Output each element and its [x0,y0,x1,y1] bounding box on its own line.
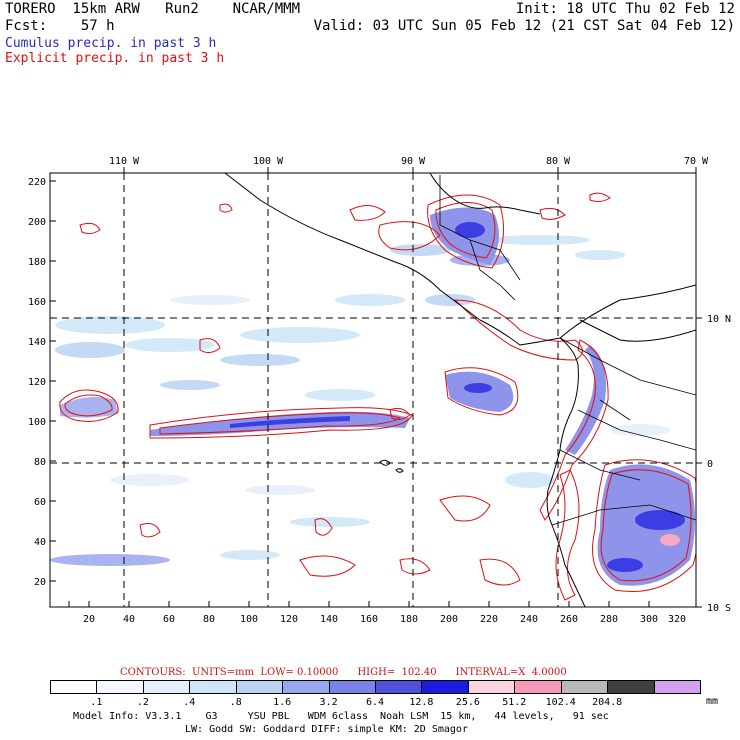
colorbar-swatch [607,680,655,694]
colorbar-label: 12.8 [409,697,434,708]
x-tick-label: 80 [203,614,215,625]
y-tick-label: 220 [28,177,46,188]
y-tick-label: 100 [28,417,46,428]
y-tick-label: 120 [28,377,46,388]
colorbar-label: .8 [229,697,242,708]
colorbar-swatch [514,680,562,694]
x-tick-label: 40 [123,614,135,625]
country-borders [439,175,696,526]
x-tick-label: 140 [320,614,338,625]
model-info: Model Info: V3.3.1 G3 YSU PBL WDM 6class… [73,711,609,722]
x-tick-label: 220 [480,614,498,625]
lon-label-100w: 100 W [253,156,284,167]
x-tick-label: 100 [240,614,258,625]
colorbar-label: 51.2 [502,697,527,708]
y-tick-label: 180 [28,257,46,268]
colorbar-swatch [50,680,98,694]
valid-time: Valid: 03 UTC Sun 05 Feb 12 (21 CST Sat … [313,18,735,34]
lon-label-90w: 90 W [401,156,426,167]
x-tick-label: 120 [280,614,298,625]
x-tick-label: 180 [400,614,418,625]
explicit-precip-contours [59,192,696,601]
explicit-legend: Explicit precip. in past 3 h [5,51,225,66]
lon-label-110w: 110 W [109,156,140,167]
x-tick-label: 260 [560,614,578,625]
colorbar-swatch [375,680,423,694]
colorbar-swatch [421,680,469,694]
colorbar-label: 102.4 [545,697,576,708]
init-time: Init: 18 UTC Thu 02 Feb 12 [515,1,735,17]
x-tick-label: 200 [440,614,458,625]
contour-info: CONTOURS: UNITS=mm LOW= 0.10000 HIGH= 10… [120,667,567,678]
colorbar-swatch [189,680,237,694]
lat-label-10n: 10 N [707,314,731,325]
colorbar-label: 25.6 [455,697,480,708]
colorbar-swatch [653,680,701,694]
x-tick-label: 280 [600,614,618,625]
axis-ticks [50,167,702,608]
cumulus-precip-shading [50,207,695,586]
lon-label-80w: 80 W [546,156,571,167]
y-tick-label: 160 [28,297,46,308]
lat-label-0: 0 [707,459,713,470]
colorbar-swatch [235,680,284,694]
x-tick-label: 300 [640,614,658,625]
cumulus-legend: Cumulus precip. in past 3 h [5,36,217,51]
colorbar-label: 1.6 [273,697,292,708]
lat-label-10s: 10 S [707,603,731,614]
colorbar-swatch [96,680,144,694]
colorbar-swatch [142,680,191,694]
y-tick-label: 140 [28,337,46,348]
map-frame [49,172,697,608]
colorbar-label: .1 [90,697,103,708]
x-tick-label: 60 [163,614,175,625]
model-title: TORERO 15km ARW Run2 NCAR/MMM [5,1,301,17]
y-tick-label: 200 [28,217,46,228]
colorbar-label: 6.4 [365,697,385,708]
lon-label-70w: 70 W [684,156,709,167]
y-tick-label: 80 [34,457,46,468]
colorbar-unit: mm [706,696,719,707]
colorbar-label: 204.8 [592,697,623,708]
colorbar-label: .4 [183,697,196,708]
colorbar-swatch [560,680,609,694]
x-tick-label: 240 [520,614,538,625]
colorbar-swatch [467,680,516,694]
colorbar-swatch [328,680,376,694]
y-tick-label: 40 [34,537,46,548]
colorbar-label: 3.2 [319,697,338,708]
x-tick-label: 160 [360,614,378,625]
colorbar-label: .2 [136,697,149,708]
lat-lon-gridlines [50,173,696,607]
y-tick-label: 60 [34,497,46,508]
physics-info: LW: Godd SW: Goddard DIFF: simple KM: 2D… [185,724,468,735]
x-tick-label: 320 [668,614,686,625]
colorbar-swatch [282,680,330,694]
x-tick-label: 20 [83,614,95,625]
coastlines [224,173,696,607]
forecast-hour: Fcst: 57 h [5,18,115,34]
y-tick-label: 20 [34,577,46,588]
